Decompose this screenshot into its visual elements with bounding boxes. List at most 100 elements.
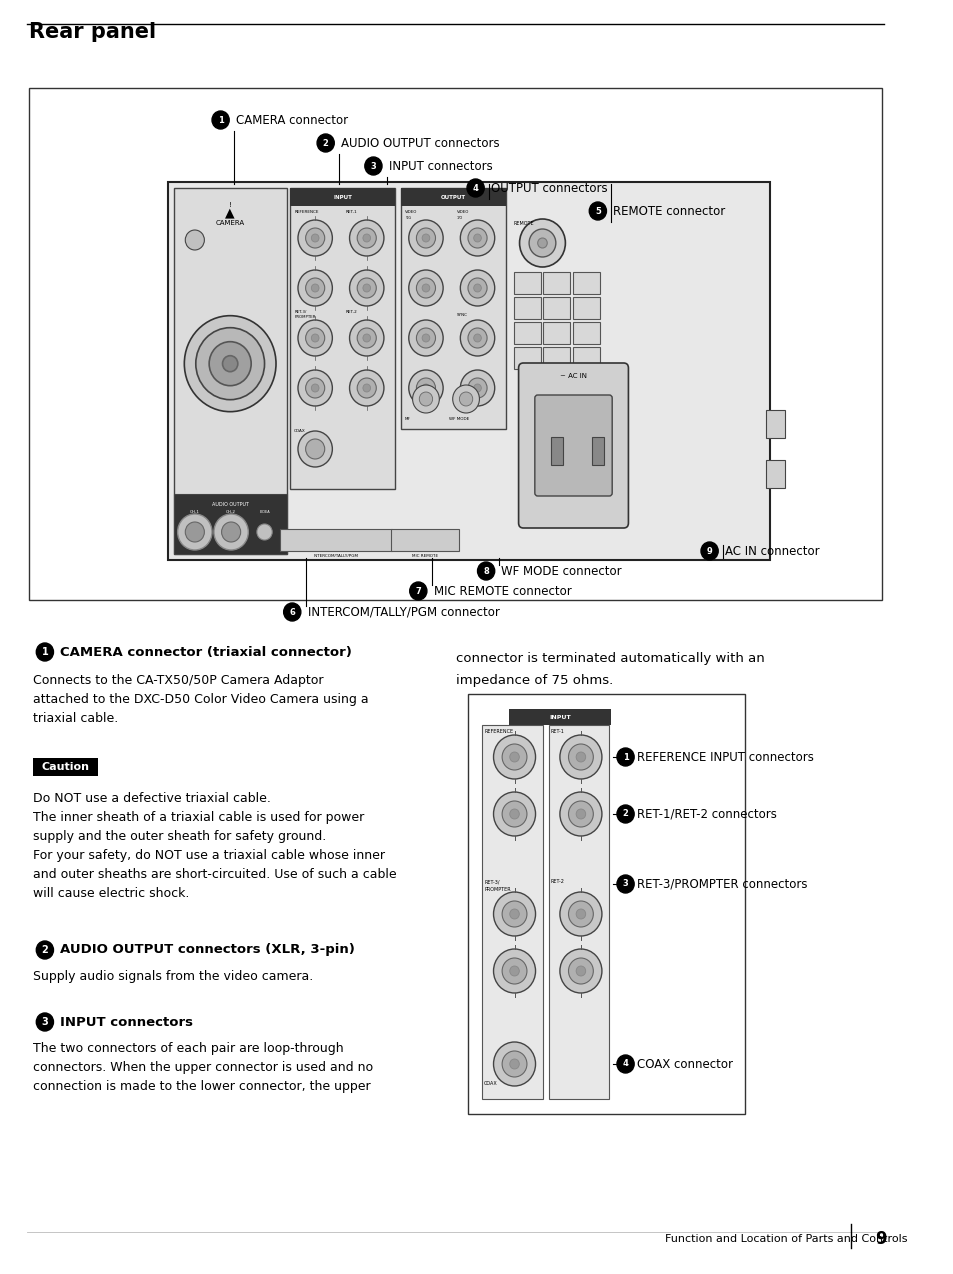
Circle shape xyxy=(311,284,318,292)
Text: Connects to the CA-TX50/50P Camera Adaptor
attached to the DXC-D50 Color Video C: Connects to the CA-TX50/50P Camera Adapt… xyxy=(33,674,369,725)
Text: RET-1: RET-1 xyxy=(345,210,357,214)
Text: MIC REMOTE: MIC REMOTE xyxy=(412,554,437,558)
Circle shape xyxy=(297,270,332,306)
FancyBboxPatch shape xyxy=(279,529,391,550)
Bar xyxy=(173,189,286,554)
Bar xyxy=(765,410,784,438)
Circle shape xyxy=(576,910,585,919)
Circle shape xyxy=(509,910,518,919)
Text: The two connectors of each pair are loop-through
connectors. When the upper conn: The two connectors of each pair are loop… xyxy=(33,1042,374,1093)
Bar xyxy=(514,347,540,369)
Text: impedance of 75 ohms.: impedance of 75 ohms. xyxy=(456,674,612,687)
Circle shape xyxy=(509,752,518,762)
Text: Supply audio signals from the video camera.: Supply audio signals from the video came… xyxy=(33,970,314,984)
Circle shape xyxy=(356,327,375,348)
Text: 9: 9 xyxy=(706,547,712,555)
Text: REFERENCE: REFERENCE xyxy=(294,210,318,214)
Text: 1/O: 1/O xyxy=(456,217,462,220)
Circle shape xyxy=(213,513,248,550)
Text: INTERCOM/TALLY/PGM: INTERCOM/TALLY/PGM xyxy=(314,554,358,558)
Text: 2: 2 xyxy=(622,809,628,818)
Circle shape xyxy=(468,228,487,248)
Text: 1: 1 xyxy=(622,753,628,762)
Text: MF: MF xyxy=(404,417,411,420)
Circle shape xyxy=(256,524,272,540)
Circle shape xyxy=(501,958,526,984)
Text: AUDIO OUTPUT: AUDIO OUTPUT xyxy=(212,502,249,507)
Circle shape xyxy=(568,901,593,927)
Circle shape xyxy=(460,320,495,355)
Circle shape xyxy=(453,385,479,413)
Text: OUTPUT connectors: OUTPUT connectors xyxy=(491,181,607,195)
Circle shape xyxy=(316,134,334,152)
Circle shape xyxy=(416,327,436,348)
Bar xyxy=(173,494,286,554)
Text: 4: 4 xyxy=(472,183,478,192)
Bar xyxy=(543,322,570,344)
Text: RET-3/PROMPTER connectors: RET-3/PROMPTER connectors xyxy=(637,878,806,891)
Text: CH-2: CH-2 xyxy=(226,510,236,513)
Circle shape xyxy=(617,1055,634,1073)
Circle shape xyxy=(576,752,585,762)
Circle shape xyxy=(537,238,547,248)
Circle shape xyxy=(468,327,487,348)
Text: REMOTE connector: REMOTE connector xyxy=(613,205,724,218)
Circle shape xyxy=(305,327,324,348)
Circle shape xyxy=(416,228,436,248)
Text: RET-3/: RET-3/ xyxy=(484,879,499,884)
Text: SYNC: SYNC xyxy=(456,313,467,317)
Text: RET-2: RET-2 xyxy=(550,879,564,884)
Circle shape xyxy=(509,809,518,819)
Circle shape xyxy=(559,792,601,836)
Circle shape xyxy=(36,643,53,661)
Text: AC IN connector: AC IN connector xyxy=(724,544,819,558)
Circle shape xyxy=(349,270,383,306)
Circle shape xyxy=(349,220,383,256)
Circle shape xyxy=(356,278,375,298)
Circle shape xyxy=(493,1042,535,1085)
Bar xyxy=(548,725,609,1099)
Text: 7: 7 xyxy=(415,586,420,595)
Circle shape xyxy=(474,234,481,242)
FancyBboxPatch shape xyxy=(390,529,459,550)
Circle shape xyxy=(362,334,370,341)
Text: COAX connector: COAX connector xyxy=(637,1057,732,1070)
Bar xyxy=(551,437,562,465)
Text: INTERCOM/TALLY/PGM connector: INTERCOM/TALLY/PGM connector xyxy=(307,605,498,618)
Text: 1: 1 xyxy=(217,116,223,125)
Text: EIDEA: EIDEA xyxy=(259,510,270,513)
Circle shape xyxy=(468,278,487,298)
Text: 1: 1 xyxy=(42,647,49,657)
Bar xyxy=(33,758,98,776)
Circle shape xyxy=(559,735,601,778)
Circle shape xyxy=(408,270,443,306)
Circle shape xyxy=(364,157,381,175)
Circle shape xyxy=(501,1051,526,1077)
Text: ~ AC IN: ~ AC IN xyxy=(559,373,586,378)
Bar xyxy=(543,347,570,369)
Text: Caution: Caution xyxy=(42,762,90,772)
Circle shape xyxy=(297,320,332,355)
Circle shape xyxy=(459,392,473,406)
Circle shape xyxy=(576,809,585,819)
Circle shape xyxy=(568,801,593,827)
Circle shape xyxy=(467,180,484,197)
Text: RET-1: RET-1 xyxy=(550,729,564,734)
Circle shape xyxy=(408,320,443,355)
FancyBboxPatch shape xyxy=(168,182,769,561)
Circle shape xyxy=(409,582,426,600)
Circle shape xyxy=(311,334,318,341)
Circle shape xyxy=(589,203,606,220)
Circle shape xyxy=(617,875,634,893)
Text: RET-2: RET-2 xyxy=(345,310,357,313)
Circle shape xyxy=(412,385,439,413)
Text: REFERENCE: REFERENCE xyxy=(484,729,513,734)
Circle shape xyxy=(519,219,565,268)
Text: Function and Location of Parts and Controls: Function and Location of Parts and Contr… xyxy=(664,1235,906,1243)
Bar xyxy=(573,297,599,318)
Circle shape xyxy=(501,801,526,827)
Circle shape xyxy=(474,284,481,292)
Circle shape xyxy=(559,949,601,992)
Circle shape xyxy=(460,270,495,306)
Text: COAX: COAX xyxy=(484,1082,497,1085)
